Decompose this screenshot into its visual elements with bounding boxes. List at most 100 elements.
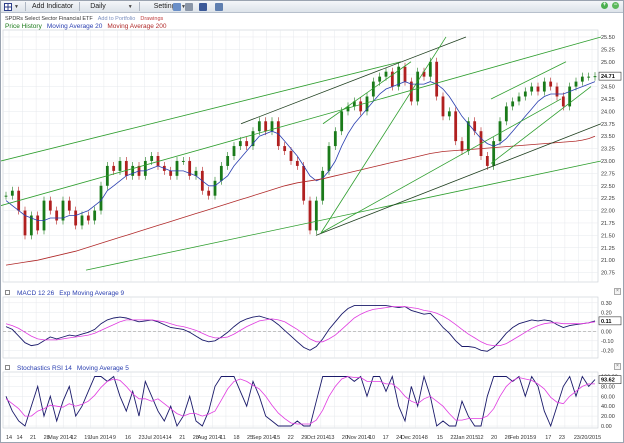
price-bar <box>422 71 426 77</box>
price-bar <box>555 86 559 97</box>
price-bar <box>55 210 59 221</box>
legend-ma20[interactable]: Moving Average 20 <box>46 23 103 30</box>
print-icon[interactable] <box>185 3 193 11</box>
zoom-in-icon[interactable]: + <box>601 2 608 9</box>
price-bar <box>549 81 553 87</box>
stoch-series-stochastics-rsi-14 <box>5 374 596 428</box>
drawings-link[interactable]: Drawings <box>140 15 164 22</box>
close-panel-icon[interactable]: × <box>614 363 621 370</box>
price-bar <box>283 146 287 152</box>
price-bar <box>314 200 318 231</box>
y-tick-label: 23.75 <box>601 122 615 128</box>
legend-ma200[interactable]: Moving Average 200 <box>107 23 167 30</box>
trend-line <box>490 61 567 100</box>
zoom-out-icon[interactable]: − <box>612 2 619 9</box>
collapse-icon[interactable] <box>5 290 10 295</box>
settings-button[interactable]: Settings ▼ <box>154 3 186 10</box>
x-tick-label: 24 <box>396 435 402 441</box>
legend-ema[interactable]: Exp Moving Average 9 <box>59 290 125 297</box>
legend-ma5[interactable]: Moving Average 5 <box>76 365 129 372</box>
price-legend: Price History Moving Average 20 Moving A… <box>5 23 167 30</box>
chevron-down-icon: ▼ <box>127 3 133 10</box>
refresh-icon[interactable] <box>173 3 181 11</box>
price-bar <box>308 200 312 231</box>
price-bar <box>188 160 192 176</box>
add-to-portfolio-link[interactable]: Add to Portfolio <box>97 15 136 22</box>
x-tick-label: 12 <box>71 435 77 441</box>
y-tick-label: 20.00 <box>601 414 615 420</box>
x-tick-label: 25 <box>247 435 253 441</box>
y-tick-label: 0.00 <box>601 329 612 335</box>
price-bar <box>561 96 565 107</box>
price-bar <box>536 86 540 92</box>
close-panel-icon[interactable]: × <box>614 288 621 295</box>
price-bar <box>378 76 382 82</box>
x-tick-label: 14 <box>16 435 22 441</box>
add-indicator-button[interactable]: Add Indicator <box>32 3 73 10</box>
price-bar <box>270 121 274 132</box>
price-bar <box>93 210 97 221</box>
trend-line <box>320 36 447 234</box>
x-tick-label: Nov 2014 <box>347 435 371 441</box>
price-bar <box>587 76 591 78</box>
x-tick-label: 23 <box>559 435 565 441</box>
price-bar <box>340 111 344 132</box>
price-bar <box>23 210 27 236</box>
legend-price-history[interactable]: Price History <box>5 23 42 30</box>
price-bar <box>48 200 52 211</box>
x-tick-label: May 2014 <box>48 435 72 441</box>
legend-macd[interactable]: MACD 12 26 <box>17 290 55 297</box>
macd-panel-frame <box>2 296 599 359</box>
price-bar <box>365 96 369 112</box>
symbol-bar: SPDRs Select Sector Financial ETF Add to… <box>1 14 623 23</box>
price-bar <box>327 146 331 171</box>
price-bar <box>403 66 407 82</box>
price-bar <box>523 91 527 97</box>
email-icon[interactable] <box>215 3 223 11</box>
y-tick-label: 21.75 <box>601 221 615 227</box>
macd-panel-grid: 0.300.200.100.00-0.10-0.20 <box>2 296 614 359</box>
x-tick-label: 8 <box>425 435 428 441</box>
price-bar <box>441 96 445 117</box>
stoch-last-value-box <box>598 375 622 384</box>
x-tick-label: 19 <box>84 435 90 441</box>
price-bar <box>169 170 173 176</box>
price-bar <box>238 141 242 147</box>
trend-line <box>490 86 592 164</box>
price-bar <box>131 165 135 176</box>
price-bar <box>181 160 185 162</box>
price-panel-lines: 24.71 <box>1 36 622 271</box>
price-bar <box>42 200 46 231</box>
x-tick-label: 20 <box>491 435 497 441</box>
price-bar <box>333 131 337 147</box>
y-tick-label: 80.00 <box>601 384 615 390</box>
price-bar <box>530 86 534 92</box>
x-tick-label: 9 <box>113 435 116 441</box>
y-tick-label: 25.00 <box>601 60 615 66</box>
price-bar <box>492 141 496 166</box>
x-tick-label: 23 <box>139 435 145 441</box>
facebook-icon[interactable] <box>199 3 207 11</box>
x-tick-label: 13 <box>328 435 334 441</box>
y-tick-label: 22.75 <box>601 171 615 177</box>
price-bar <box>264 121 268 132</box>
grid-icon[interactable]: ▼ <box>4 2 19 11</box>
price-bar <box>150 156 154 161</box>
legend-stoch-rsi[interactable]: Stochastics RSI 14 <box>17 365 72 372</box>
y-tick-label: 22.50 <box>601 184 615 190</box>
price-bar <box>511 101 515 107</box>
price-bar <box>397 66 401 87</box>
x-tick-label: 22 <box>288 435 294 441</box>
x-tick-label: 28 <box>44 435 50 441</box>
y-tick-label: 23.50 <box>601 134 615 140</box>
price-series-moving-average-20 <box>5 81 596 221</box>
macd-legend: MACD 12 26 Exp Moving Average 9 <box>5 290 124 297</box>
settings-label: Settings <box>153 3 180 10</box>
price-bar <box>454 111 458 142</box>
period-dropdown[interactable]: Daily ▼ <box>90 3 133 10</box>
trend-line <box>315 123 602 236</box>
collapse-icon[interactable] <box>5 365 10 370</box>
price-bar <box>580 76 584 82</box>
